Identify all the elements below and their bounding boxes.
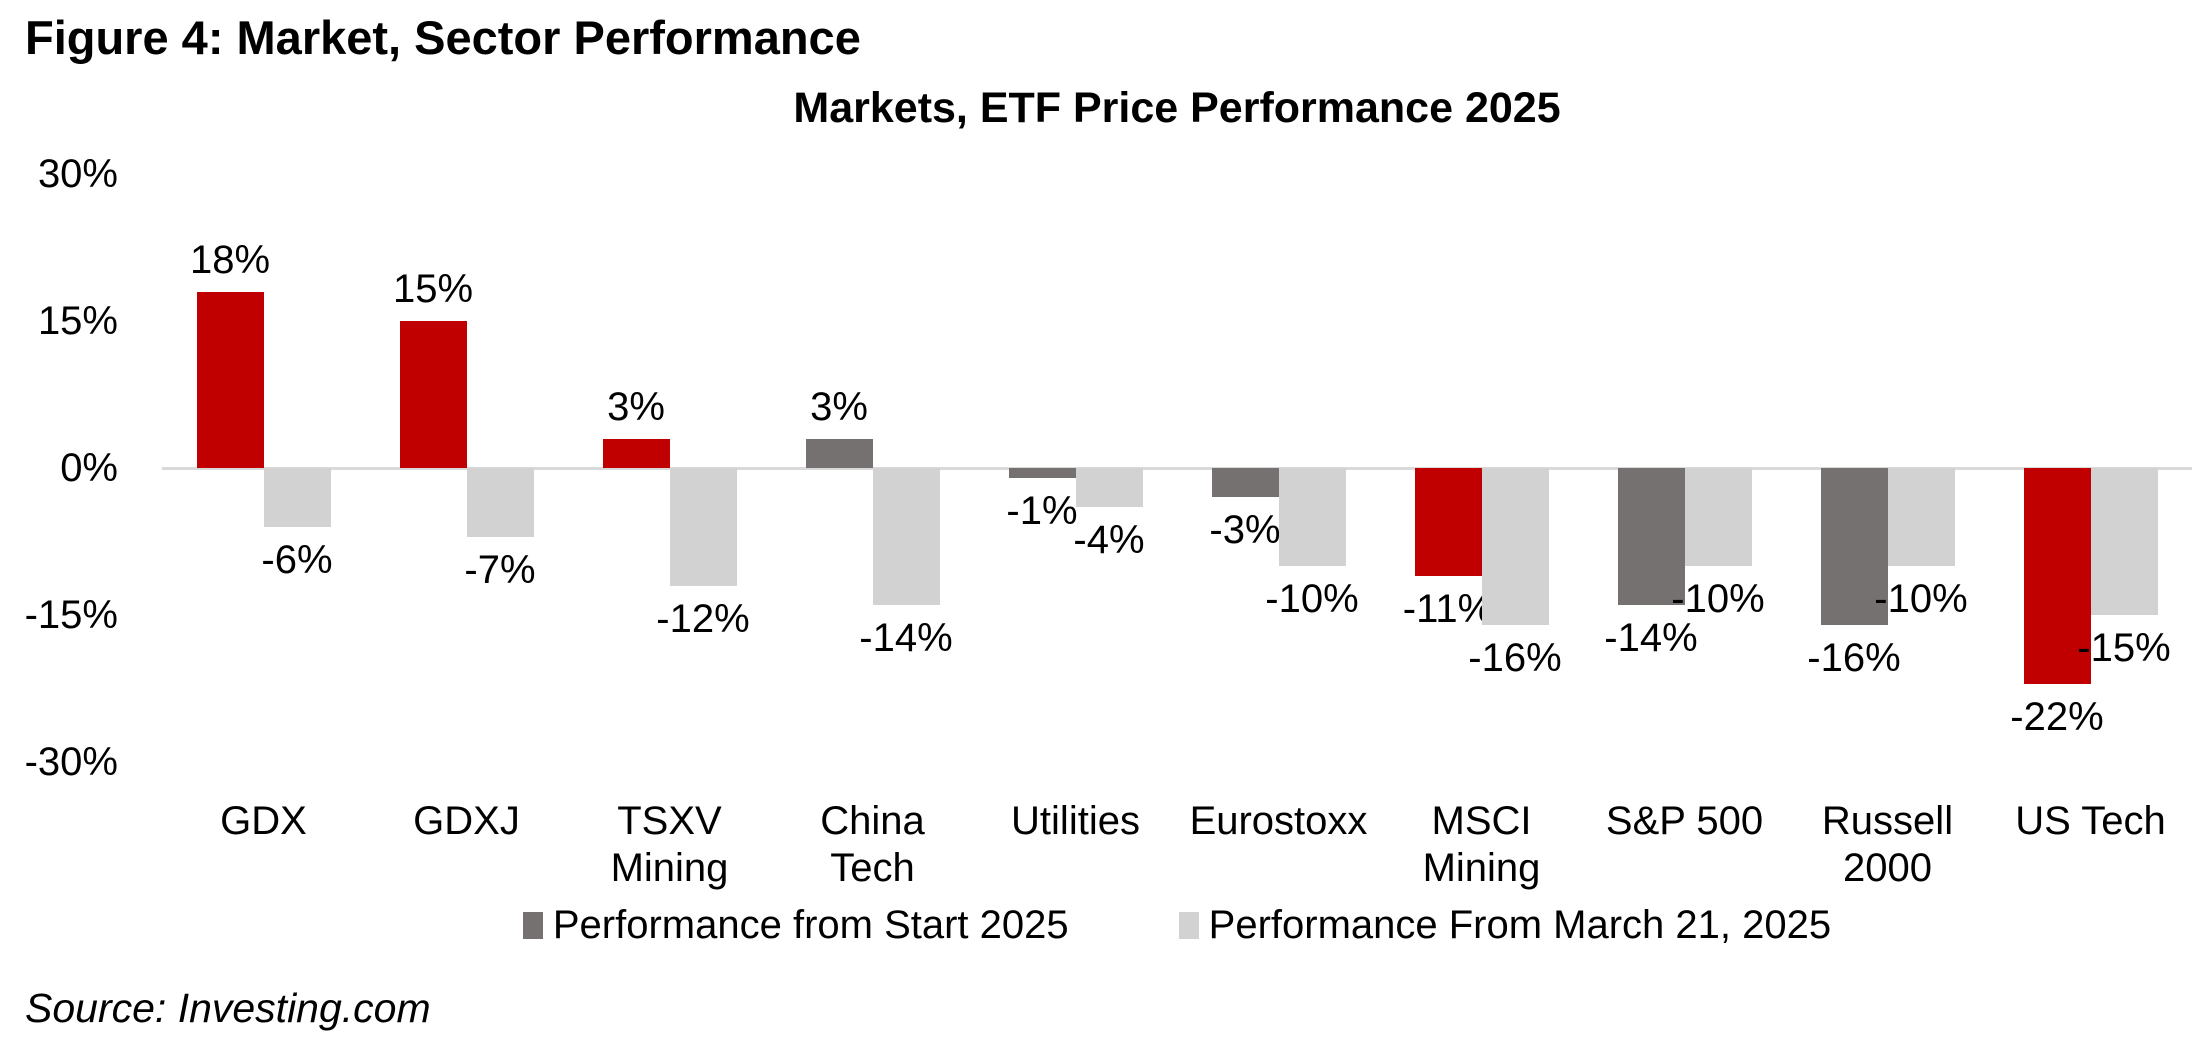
bar-label-msci-mining-march-21-2025: -16% bbox=[1468, 635, 1562, 680]
bar-label-china-tech-march-21-2025: -14% bbox=[859, 616, 953, 661]
bar-utilities-march-21-2025 bbox=[1075, 468, 1143, 508]
chart-title: Markets, ETF Price Performance 2025 bbox=[793, 84, 1561, 132]
bar-label-gdx-start-2025: 18% bbox=[189, 237, 271, 282]
bar-msci-mining-march-21-2025 bbox=[1481, 468, 1549, 625]
bar-us-tech-march-21-2025 bbox=[2090, 468, 2158, 615]
bar-label-tsxv-mining-start-2025: 3% bbox=[607, 384, 665, 429]
category-label-china-tech: China Tech bbox=[820, 799, 925, 890]
bar-eurostoxx-start-2025 bbox=[1211, 468, 1279, 498]
y-tick-label-30: -30% bbox=[24, 740, 118, 784]
legend-label-march-21-2025: Performance From March 21, 2025 bbox=[1208, 903, 1832, 947]
category-label-eurostoxx: Eurostoxx bbox=[1189, 799, 1368, 843]
category-label-s-p-500: S&P 500 bbox=[1605, 799, 1764, 843]
bar-china-tech-march-21-2025 bbox=[872, 468, 940, 606]
bar-gdxj-start-2025 bbox=[399, 321, 467, 468]
bar-label-russell-2000-start-2025: -16% bbox=[1807, 635, 1901, 680]
source-note: Source: Investing.com bbox=[25, 985, 431, 1031]
category-label-us-tech: US Tech bbox=[2015, 799, 2166, 843]
bar-label-eurostoxx-march-21-2025: -10% bbox=[1265, 577, 1359, 621]
bar-label-tsxv-mining-march-21-2025: -12% bbox=[656, 596, 750, 641]
bar-label-s-p-500-march-21-2025: -10% bbox=[1671, 577, 1765, 621]
bar-tsxv-mining-start-2025 bbox=[602, 438, 670, 468]
category-label-gdx: GDX bbox=[220, 799, 307, 843]
bar-label-china-tech-start-2025: 3% bbox=[810, 384, 868, 429]
y-tick-label-0: 0% bbox=[60, 446, 118, 490]
category-label-utilities: Utilities bbox=[1011, 799, 1140, 843]
bar-label-gdxj-start-2025: 15% bbox=[392, 267, 474, 311]
bar-gdxj-march-21-2025 bbox=[466, 468, 534, 537]
bar-utilities-start-2025 bbox=[1008, 468, 1076, 478]
bar-china-tech-start-2025 bbox=[805, 438, 873, 468]
x-axis-line bbox=[162, 467, 2192, 470]
legend-swatch-march-21-2025 bbox=[1178, 912, 1199, 939]
bar-label-gdx-march-21-2025: -6% bbox=[261, 537, 333, 582]
bar-label-gdxj-march-21-2025: -7% bbox=[464, 547, 536, 592]
bar-russell-2000-start-2025 bbox=[1820, 468, 1888, 625]
legend-label-start-2025: Performance from Start 2025 bbox=[552, 903, 1069, 947]
category-label-tsxv-mining: TSXV Mining bbox=[610, 799, 729, 890]
y-tick-label-15: 15% bbox=[37, 299, 118, 343]
figure-title: Figure 4: Market, Sector Performance bbox=[25, 11, 861, 64]
bar-gdx-start-2025 bbox=[196, 291, 264, 468]
legend-item-start-2025: Performance from Start 2025 bbox=[522, 903, 1069, 948]
legend-item-march-21-2025: Performance From March 21, 2025 bbox=[1178, 903, 1832, 948]
y-tick-label-15: -15% bbox=[24, 593, 118, 637]
bar-label-us-tech-march-21-2025: -15% bbox=[2077, 626, 2171, 670]
bar-label-russell-2000-march-21-2025: -10% bbox=[1874, 577, 1968, 621]
y-tick-label-30: 30% bbox=[37, 152, 118, 196]
bar-s-p-500-start-2025 bbox=[1617, 468, 1685, 606]
category-label-gdxj: GDXJ bbox=[413, 799, 520, 843]
bar-label-utilities-march-21-2025: -4% bbox=[1073, 518, 1145, 563]
bar-msci-mining-start-2025 bbox=[1414, 468, 1482, 576]
bar-russell-2000-march-21-2025 bbox=[1887, 468, 1955, 566]
bar-s-p-500-march-21-2025 bbox=[1684, 468, 1752, 566]
bar-tsxv-mining-march-21-2025 bbox=[669, 468, 737, 586]
category-label-russell-2000: Russell 2000 bbox=[1821, 799, 1954, 890]
legend-swatch-start-2025 bbox=[522, 912, 543, 939]
bar-gdx-march-21-2025 bbox=[263, 468, 331, 527]
category-label-msci-mining: MSCI Mining bbox=[1422, 799, 1541, 890]
bar-label-us-tech-start-2025: -22% bbox=[2010, 694, 2104, 739]
bar-label-msci-mining-start-2025: -11% bbox=[1402, 586, 1494, 631]
bar-label-eurostoxx-start-2025: -3% bbox=[1209, 508, 1281, 553]
bar-us-tech-start-2025 bbox=[2023, 468, 2091, 684]
bar-eurostoxx-march-21-2025 bbox=[1278, 468, 1346, 566]
bar-label-utilities-start-2025: -1% bbox=[1006, 488, 1078, 533]
bar-label-s-p-500-start-2025: -14% bbox=[1604, 616, 1698, 661]
legend: Performance from Start 2025 Performance … bbox=[162, 903, 2192, 948]
